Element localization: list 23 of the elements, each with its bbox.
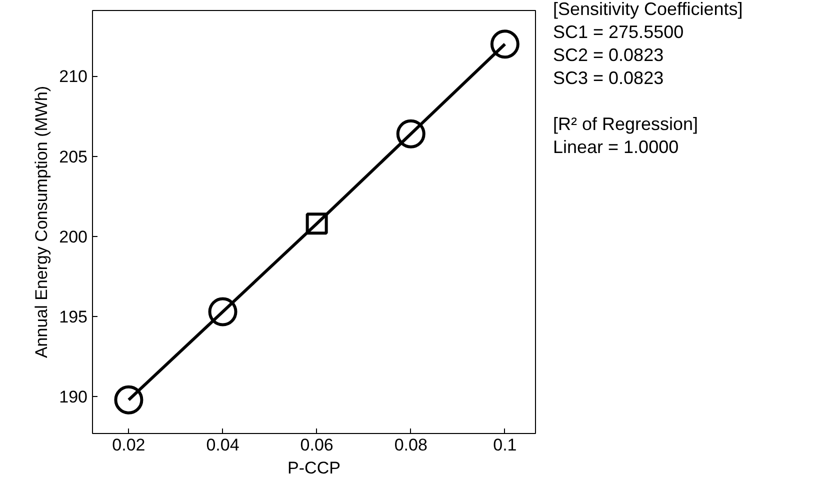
point: [208, 297, 238, 326]
y-tick-label: 200: [59, 227, 88, 246]
x-tick-label: 0.1: [493, 436, 517, 454]
point: [306, 212, 328, 235]
point: [490, 30, 520, 59]
x-tick-label: 0.02: [112, 436, 146, 454]
y-tick-label: 205: [59, 147, 88, 166]
y-tick-label: 195: [59, 308, 88, 327]
x-tick-label: 0.04: [206, 436, 240, 454]
point: [114, 385, 144, 414]
text: SC2 = 0.0823: [553, 44, 665, 67]
text: SC3 = 0.0823: [553, 67, 665, 90]
text: SC1 = 275.5500: [553, 21, 685, 44]
x-tick-label: 0.08: [394, 436, 428, 454]
x-tick-label: 0.06: [300, 436, 334, 454]
point: [396, 119, 426, 148]
text: Linear = 1.0000: [553, 136, 680, 159]
y-tick-label: 190: [59, 388, 88, 407]
text: [R² of Regression]: [553, 113, 700, 136]
x-axis-title: P-CCP: [288, 458, 340, 478]
text: [Sensitivity Coefficients]: [553, 0, 743, 21]
y-axis-title: Annual Energy Consumption (MWh): [32, 86, 52, 358]
y-tick-label: 210: [59, 67, 88, 86]
